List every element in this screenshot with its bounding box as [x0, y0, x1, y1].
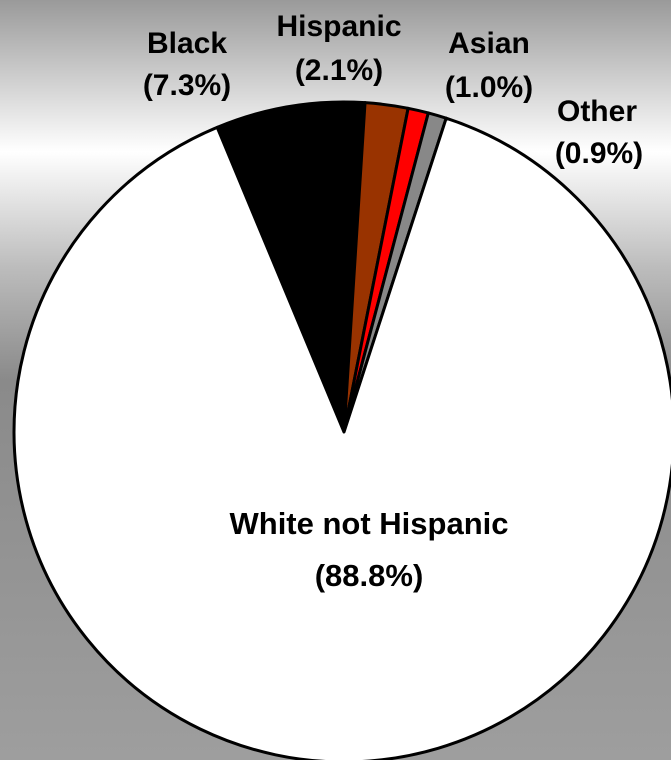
label-black-pct: (7.3%) — [143, 69, 231, 102]
label-other-name: Other — [557, 95, 637, 128]
pie-slices — [12, 100, 671, 760]
label-white-name: White not Hispanic — [230, 506, 509, 541]
pie-slice-white-not-hispanic — [12, 116, 671, 760]
pie-slice-black — [215, 100, 367, 434]
label-asian-pct: (1.0%) — [445, 71, 533, 104]
label-white-pct: (88.8%) — [315, 558, 424, 593]
label-hispanic-name: Hispanic — [276, 10, 401, 43]
label-black-name: Black — [147, 27, 227, 60]
label-asian-name: Asian — [448, 27, 530, 60]
label-other-pct: (0.9%) — [555, 137, 643, 170]
label-hispanic-pct: (2.1%) — [295, 54, 383, 87]
